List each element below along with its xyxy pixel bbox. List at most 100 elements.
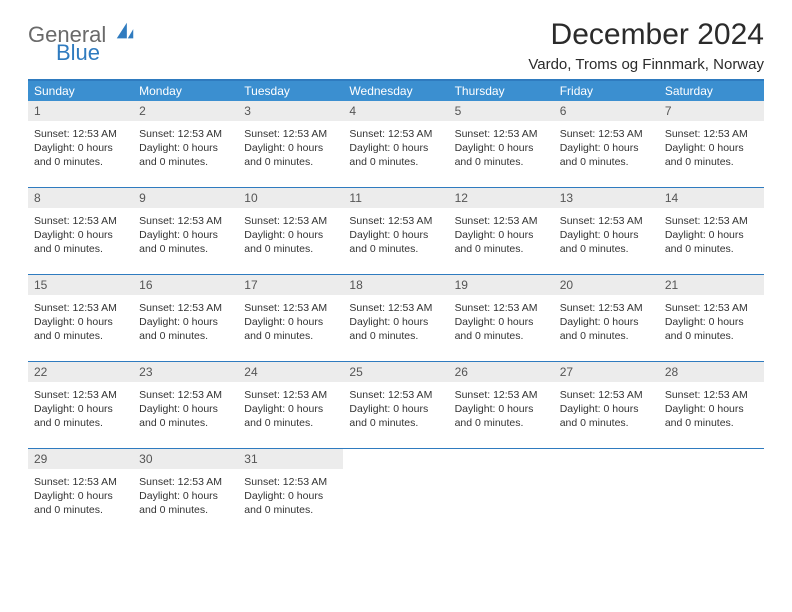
daylight-line: Daylight: 0 hours and 0 minutes. xyxy=(349,141,442,169)
day-cell: 11Sunset: 12:53 AMDaylight: 0 hours and … xyxy=(343,188,448,274)
day-body: Sunset: 12:53 AMDaylight: 0 hours and 0 … xyxy=(449,121,554,174)
day-number: 13 xyxy=(554,188,659,208)
day-number: 17 xyxy=(238,275,343,295)
daylight-line: Daylight: 0 hours and 0 minutes. xyxy=(455,228,548,256)
day-body: Sunset: 12:53 AMDaylight: 0 hours and 0 … xyxy=(133,382,238,435)
sunset-line: Sunset: 12:53 AM xyxy=(139,475,232,489)
day-number: 22 xyxy=(28,362,133,382)
sunset-line: Sunset: 12:53 AM xyxy=(34,388,127,402)
day-body: Sunset: 12:53 AMDaylight: 0 hours and 0 … xyxy=(133,121,238,174)
day-cell: 30Sunset: 12:53 AMDaylight: 0 hours and … xyxy=(133,449,238,535)
sunset-line: Sunset: 12:53 AM xyxy=(244,301,337,315)
sunset-line: Sunset: 12:53 AM xyxy=(34,475,127,489)
day-cell: 20Sunset: 12:53 AMDaylight: 0 hours and … xyxy=(554,275,659,361)
page-title: December 2024 xyxy=(528,18,764,52)
daylight-line: Daylight: 0 hours and 0 minutes. xyxy=(349,402,442,430)
daylight-line: Daylight: 0 hours and 0 minutes. xyxy=(244,315,337,343)
day-body: Sunset: 12:53 AMDaylight: 0 hours and 0 … xyxy=(343,382,448,435)
day-number: 24 xyxy=(238,362,343,382)
daylight-line: Daylight: 0 hours and 0 minutes. xyxy=(665,141,758,169)
day-cell xyxy=(659,449,764,535)
day-body: Sunset: 12:53 AMDaylight: 0 hours and 0 … xyxy=(554,121,659,174)
day-body: Sunset: 12:53 AMDaylight: 0 hours and 0 … xyxy=(238,208,343,261)
daylight-line: Daylight: 0 hours and 0 minutes. xyxy=(455,402,548,430)
day-body: Sunset: 12:53 AMDaylight: 0 hours and 0 … xyxy=(659,121,764,174)
day-body: Sunset: 12:53 AMDaylight: 0 hours and 0 … xyxy=(133,469,238,522)
logo: General Blue xyxy=(28,22,136,63)
day-number: 11 xyxy=(343,188,448,208)
day-cell: 17Sunset: 12:53 AMDaylight: 0 hours and … xyxy=(238,275,343,361)
sunset-line: Sunset: 12:53 AM xyxy=(455,127,548,141)
sunset-line: Sunset: 12:53 AM xyxy=(34,214,127,228)
day-cell xyxy=(343,449,448,535)
sunset-line: Sunset: 12:53 AM xyxy=(244,127,337,141)
day-number: 4 xyxy=(343,101,448,121)
sunset-line: Sunset: 12:53 AM xyxy=(139,127,232,141)
daylight-line: Daylight: 0 hours and 0 minutes. xyxy=(665,402,758,430)
day-body: Sunset: 12:53 AMDaylight: 0 hours and 0 … xyxy=(343,295,448,348)
day-cell: 2Sunset: 12:53 AMDaylight: 0 hours and 0… xyxy=(133,101,238,187)
day-number: 2 xyxy=(133,101,238,121)
daylight-line: Daylight: 0 hours and 0 minutes. xyxy=(139,315,232,343)
sunset-line: Sunset: 12:53 AM xyxy=(244,475,337,489)
day-number: 26 xyxy=(449,362,554,382)
day-number: 29 xyxy=(28,449,133,469)
day-body: Sunset: 12:53 AMDaylight: 0 hours and 0 … xyxy=(554,382,659,435)
day-cell: 26 Sunset: 12:53 AMDaylight: 0 hours and … xyxy=(449,362,554,448)
day-number: 30 xyxy=(133,449,238,469)
day-cell: 8Sunset: 12:53 AMDaylight: 0 hours and 0… xyxy=(28,188,133,274)
sunset-line: Sunset: 12:53 AM xyxy=(349,388,442,402)
day-body: Sunset: 12:53 AMDaylight: 0 hours and 0 … xyxy=(449,295,554,348)
day-number: 15 xyxy=(28,275,133,295)
day-body: Sunset: 12:53 AMDaylight: 0 hours and 0 … xyxy=(28,469,133,522)
daylight-line: Daylight: 0 hours and 0 minutes. xyxy=(244,141,337,169)
daylight-line: Daylight: 0 hours and 0 minutes. xyxy=(244,402,337,430)
day-body: Sunset: 12:53 AMDaylight: 0 hours and 0 … xyxy=(238,295,343,348)
sunset-line: Sunset: 12:53 AM xyxy=(349,127,442,141)
day-body: Sunset: 12:53 AMDaylight: 0 hours and 0 … xyxy=(659,382,764,435)
day-body: Sunset: 12:53 AMDaylight: 0 hours and 0 … xyxy=(28,382,133,435)
daylight-line: Daylight: 0 hours and 0 minutes. xyxy=(665,315,758,343)
day-number: 21 xyxy=(659,275,764,295)
sunset-line: Sunset: 12:53 AM xyxy=(349,301,442,315)
daylight-line: Daylight: 0 hours and 0 minutes. xyxy=(34,228,127,256)
day-body: Sunset: 12:53 AMDaylight: 0 hours and 0 … xyxy=(659,295,764,348)
sunset-line: Sunset: 12:53 AM xyxy=(455,388,548,402)
sunset-line: Sunset: 12:53 AM xyxy=(455,214,548,228)
day-cell: 15Sunset: 12:53 AMDaylight: 0 hours and … xyxy=(28,275,133,361)
sunset-line: Sunset: 12:53 AM xyxy=(560,214,653,228)
day-number: 1 xyxy=(28,101,133,121)
day-number: 25 xyxy=(343,362,448,382)
sunset-line: Sunset: 12:53 AM xyxy=(665,301,758,315)
daylight-line: Daylight: 0 hours and 0 minutes. xyxy=(665,228,758,256)
sunset-line: Sunset: 12:53 AM xyxy=(139,214,232,228)
day-body: Sunset: 12:53 AMDaylight: 0 hours and 0 … xyxy=(343,121,448,174)
day-body: Sunset: 12:53 AMDaylight: 0 hours and 0 … xyxy=(133,208,238,261)
day-number: 18 xyxy=(343,275,448,295)
day-body: Sunset: 12:53 AMDaylight: 0 hours and 0 … xyxy=(238,382,343,435)
dow-label: Sunday xyxy=(28,81,133,101)
day-number: 14 xyxy=(659,188,764,208)
day-body: Sunset: 12:53 AMDaylight: 0 hours and 0 … xyxy=(28,208,133,261)
daylight-line: Daylight: 0 hours and 0 minutes. xyxy=(139,228,232,256)
day-number: 5 xyxy=(449,101,554,121)
header: General Blue December 2024 Vardo, Troms … xyxy=(28,18,764,73)
sunset-line: Sunset: 12:53 AM xyxy=(244,388,337,402)
day-cell: 9Sunset: 12:53 AMDaylight: 0 hours and 0… xyxy=(133,188,238,274)
title-block: December 2024 Vardo, Troms og Finnmark, … xyxy=(528,18,764,73)
sunset-line: Sunset: 12:53 AM xyxy=(34,127,127,141)
day-cell: 24Sunset: 12:53 AMDaylight: 0 hours and … xyxy=(238,362,343,448)
day-body: Sunset: 12:53 AMDaylight: 0 hours and 0 … xyxy=(133,295,238,348)
daylight-line: Daylight: 0 hours and 0 minutes. xyxy=(244,489,337,517)
calendar-page: General Blue December 2024 Vardo, Troms … xyxy=(0,0,792,612)
day-number: 3 xyxy=(238,101,343,121)
daylight-line: Daylight: 0 hours and 0 minutes. xyxy=(139,141,232,169)
sunset-line: Sunset: 12:53 AM xyxy=(139,301,232,315)
day-number: 6 xyxy=(554,101,659,121)
day-number: 12 xyxy=(449,188,554,208)
day-cell: 14Sunset: 12:53 AMDaylight: 0 hours and … xyxy=(659,188,764,274)
day-number: 27 xyxy=(554,362,659,382)
sunset-line: Sunset: 12:53 AM xyxy=(560,127,653,141)
day-cell: 16Sunset: 12:53 AMDaylight: 0 hours and … xyxy=(133,275,238,361)
sunset-line: Sunset: 12:53 AM xyxy=(244,214,337,228)
